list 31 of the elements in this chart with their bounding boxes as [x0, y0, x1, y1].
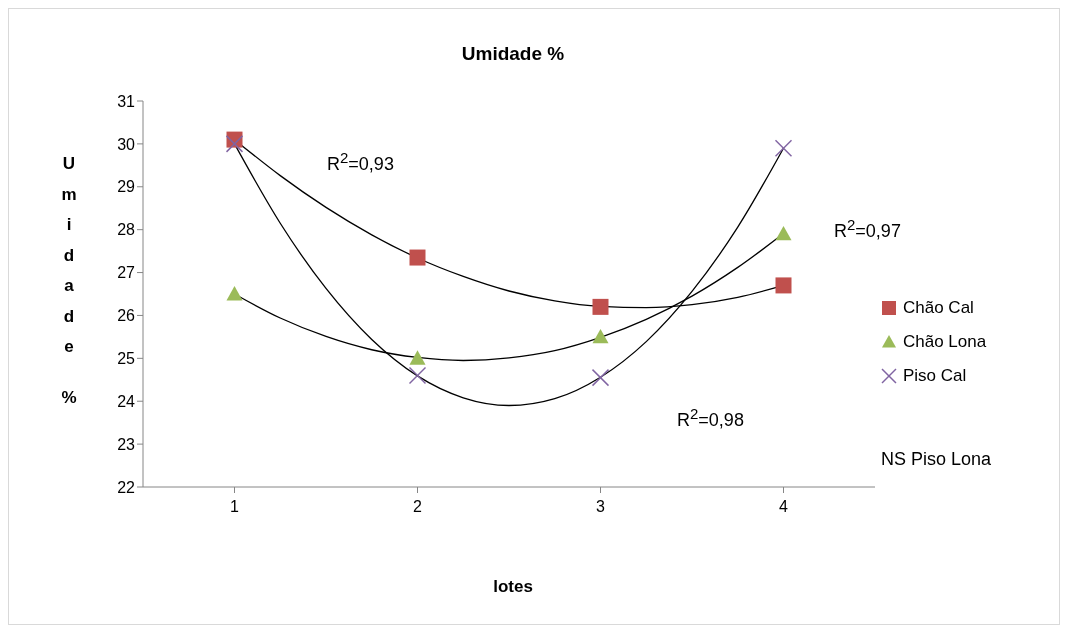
point: [775, 277, 792, 294]
text: NS Piso Lona: [881, 449, 992, 469]
point: [409, 249, 426, 266]
point: [592, 328, 609, 344]
point: [592, 298, 609, 315]
y-tick-label: 23: [117, 435, 136, 453]
y-tick-label: 24: [117, 392, 136, 410]
y-tick-label: 26: [117, 307, 136, 325]
x-tick-label: 2: [413, 498, 423, 516]
x-axis-title: lotes: [492, 577, 534, 597]
y-tick-label: 28: [117, 221, 136, 239]
point: [409, 350, 426, 365]
point: [775, 225, 792, 241]
x-tick-label: 4: [779, 498, 789, 516]
legend-label: Chão Lona: [903, 332, 987, 352]
y-tick-label: 31: [117, 92, 136, 110]
annotation: R$^{2}$=0,93: [327, 149, 394, 174]
y-tick-label: 22: [117, 478, 136, 496]
chart-title: Umidade %: [460, 43, 566, 65]
annotation: R$^{2}$=0,98: [677, 405, 744, 430]
annotation: R$^{2}$=0,97: [834, 216, 901, 241]
y-tick-label: 27: [117, 264, 136, 282]
y-tick-label: 29: [117, 178, 136, 196]
legend-label: Chão Cal: [903, 298, 974, 318]
text: Umidade %: [61, 154, 77, 407]
x-tick-label: 3: [596, 498, 606, 516]
x-tick-label: 1: [230, 498, 240, 516]
point: [226, 286, 243, 301]
legend-label: Piso Cal: [903, 366, 967, 386]
y-tick-label: 30: [117, 135, 136, 153]
y-tick-label: 25: [117, 350, 136, 368]
